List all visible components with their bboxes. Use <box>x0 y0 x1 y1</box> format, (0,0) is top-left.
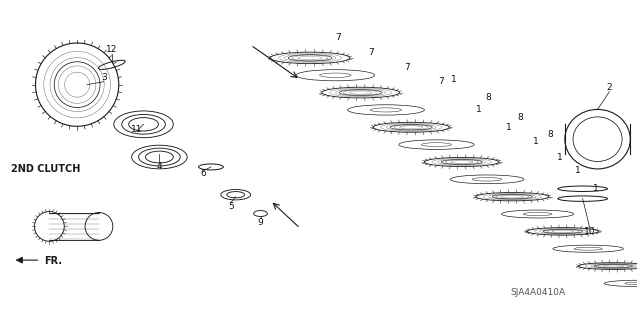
Text: SJA4A0410A: SJA4A0410A <box>511 288 566 297</box>
Text: 7: 7 <box>335 33 340 41</box>
Text: 3: 3 <box>101 73 107 82</box>
Text: 10: 10 <box>584 227 595 236</box>
Text: 7: 7 <box>369 48 374 57</box>
Text: 1: 1 <box>557 152 563 161</box>
Text: 4: 4 <box>157 162 162 171</box>
Text: 1: 1 <box>593 184 598 193</box>
Text: 2: 2 <box>607 83 612 92</box>
Text: 11: 11 <box>131 125 142 134</box>
Text: 7: 7 <box>438 77 444 86</box>
Text: 1: 1 <box>476 105 481 114</box>
Text: 8: 8 <box>486 93 492 102</box>
Text: 1: 1 <box>506 123 511 132</box>
Text: 8: 8 <box>547 130 553 139</box>
Text: 1: 1 <box>575 167 580 175</box>
Text: 7: 7 <box>404 63 410 72</box>
Text: 6: 6 <box>200 169 206 178</box>
Text: 9: 9 <box>258 218 264 227</box>
Text: 1: 1 <box>451 75 457 84</box>
Text: 2ND CLUTCH: 2ND CLUTCH <box>11 164 80 174</box>
Text: 8: 8 <box>517 113 523 122</box>
Text: FR.: FR. <box>44 256 63 266</box>
Text: 12: 12 <box>106 46 118 55</box>
Text: 1: 1 <box>533 137 539 146</box>
Text: 5: 5 <box>228 202 234 211</box>
